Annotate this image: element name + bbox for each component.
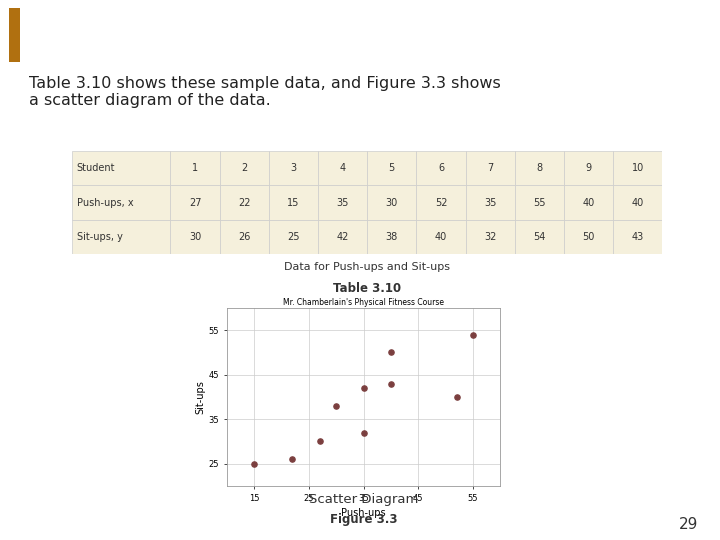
Text: 10: 10: [631, 163, 644, 173]
X-axis label: Push-ups: Push-ups: [341, 508, 386, 518]
Text: 29: 29: [679, 517, 698, 532]
Bar: [367, 151, 416, 185]
Text: 42: 42: [336, 232, 348, 242]
Text: 22: 22: [238, 198, 251, 207]
Bar: [466, 185, 515, 220]
Bar: [466, 220, 515, 254]
Text: 40: 40: [582, 198, 595, 207]
Bar: [220, 220, 269, 254]
Text: Table 3.10: Table 3.10: [333, 282, 401, 295]
Bar: [613, 185, 662, 220]
Text: 35: 35: [336, 198, 348, 207]
Bar: [9, 9, 20, 62]
Bar: [466, 151, 515, 185]
Text: 7: 7: [487, 163, 493, 173]
Text: 38: 38: [386, 232, 398, 242]
Text: 5: 5: [389, 163, 395, 173]
Text: 32: 32: [484, 232, 496, 242]
Bar: [416, 185, 466, 220]
Text: 40: 40: [435, 232, 447, 242]
Bar: [367, 185, 416, 220]
Bar: [220, 185, 269, 220]
Text: 15: 15: [287, 198, 300, 207]
Text: 50: 50: [582, 232, 595, 242]
Bar: [269, 185, 318, 220]
Bar: [515, 151, 564, 185]
Text: 26: 26: [238, 232, 251, 242]
Text: 40: 40: [631, 198, 644, 207]
Bar: [72, 220, 171, 254]
Point: [358, 428, 369, 437]
Bar: [416, 220, 466, 254]
Text: Push-ups, x: Push-ups, x: [77, 198, 133, 207]
Text: Student: Student: [77, 163, 115, 173]
Bar: [564, 185, 613, 220]
Text: Scatter Diagram: Scatter Diagram: [309, 493, 418, 506]
Text: Table 3.10 shows these sample data, and Figure 3.3 shows
a scatter diagram of th: Table 3.10 shows these sample data, and …: [29, 76, 500, 108]
Bar: [613, 220, 662, 254]
Text: Two Quantitative Variables: Two Quantitative Variables: [30, 21, 473, 49]
Point: [248, 460, 260, 468]
Bar: [367, 220, 416, 254]
Text: 35: 35: [484, 198, 496, 207]
Point: [385, 348, 397, 356]
Bar: [318, 220, 367, 254]
Point: [358, 383, 369, 392]
Text: 27: 27: [189, 198, 202, 207]
Bar: [515, 185, 564, 220]
Text: Figure 3.3: Figure 3.3: [330, 513, 397, 526]
Bar: [171, 220, 220, 254]
Bar: [318, 185, 367, 220]
Text: 4: 4: [340, 163, 346, 173]
Bar: [220, 151, 269, 185]
Point: [287, 455, 298, 463]
Bar: [416, 151, 466, 185]
Bar: [171, 151, 220, 185]
Bar: [72, 151, 171, 185]
Text: 30: 30: [189, 232, 201, 242]
Text: 2: 2: [241, 163, 248, 173]
Title: Mr. Chamberlain's Physical Fitness Course: Mr. Chamberlain's Physical Fitness Cours…: [283, 298, 444, 307]
Bar: [515, 220, 564, 254]
Bar: [171, 185, 220, 220]
Y-axis label: Sit-ups: Sit-ups: [196, 380, 206, 414]
Text: 54: 54: [534, 232, 546, 242]
Text: 25: 25: [287, 232, 300, 242]
Text: 30: 30: [386, 198, 398, 207]
Text: 43: 43: [631, 232, 644, 242]
Bar: [318, 151, 367, 185]
Point: [314, 437, 325, 445]
Bar: [613, 151, 662, 185]
Text: Sit-ups, y: Sit-ups, y: [77, 232, 122, 242]
Bar: [564, 151, 613, 185]
Text: 6: 6: [438, 163, 444, 173]
Point: [451, 393, 462, 401]
Bar: [72, 185, 171, 220]
Text: 8: 8: [536, 163, 542, 173]
Bar: [269, 220, 318, 254]
Text: Data for Push-ups and Sit-ups: Data for Push-ups and Sit-ups: [284, 262, 450, 272]
Text: 1: 1: [192, 163, 198, 173]
Text: 9: 9: [585, 163, 592, 173]
Text: 55: 55: [533, 198, 546, 207]
Point: [330, 401, 342, 410]
Point: [467, 330, 479, 339]
Text: 3: 3: [290, 163, 297, 173]
Point: [385, 379, 397, 388]
Text: 52: 52: [435, 198, 447, 207]
Bar: [564, 220, 613, 254]
Bar: [269, 151, 318, 185]
